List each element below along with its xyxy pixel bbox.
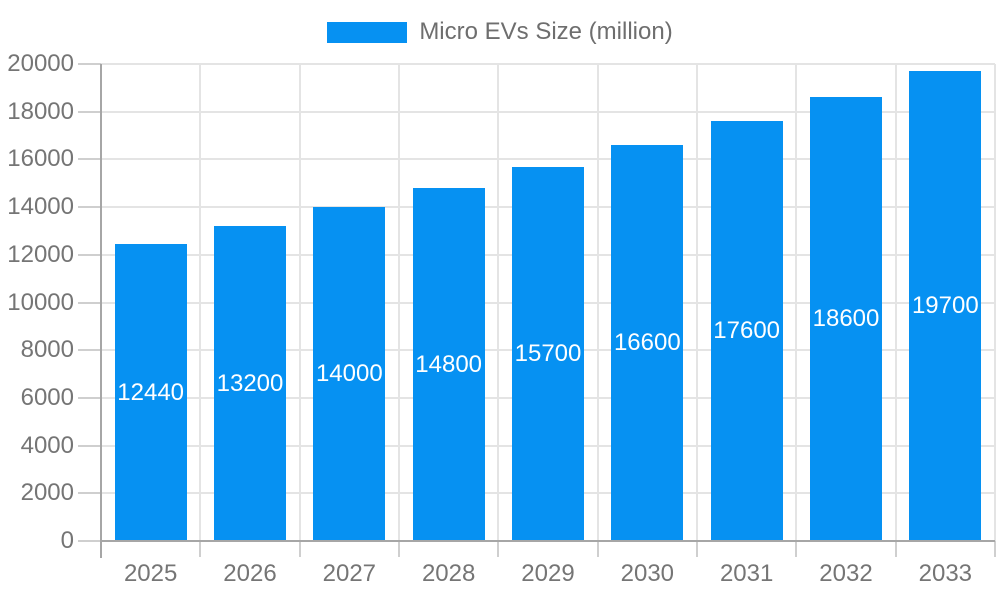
bar[interactable] (512, 166, 584, 540)
bar[interactable] (810, 97, 882, 540)
bar[interactable] (114, 244, 187, 540)
y-axis-tick (78, 540, 101, 542)
y-axis-tick (78, 206, 101, 209)
legend-swatch (327, 21, 408, 43)
bar[interactable] (214, 226, 286, 540)
bar-value-label: 17600 (713, 317, 781, 345)
x-axis-tick (696, 541, 698, 557)
x-axis-tick (894, 541, 897, 557)
y-axis-tick-label: 12000 (7, 240, 74, 268)
y-axis-tick-label: 4000 (20, 431, 74, 459)
y-axis-tick (78, 301, 101, 304)
grid-line-vertical (894, 64, 897, 541)
grid-line-vertical (199, 64, 202, 541)
x-axis-tick (795, 541, 798, 557)
y-axis-tick (78, 349, 101, 352)
y-axis-tick-label: 16000 (7, 145, 74, 173)
y-axis-tick (78, 444, 101, 447)
y-axis-tick (78, 110, 101, 113)
x-axis-line (100, 540, 995, 542)
y-axis-tick (78, 396, 101, 399)
bar[interactable] (710, 121, 783, 540)
y-axis-tick-label: 6000 (20, 383, 74, 411)
grid-line-vertical (994, 64, 996, 541)
legend-item[interactable]: Micro EVs Size (million) (0, 18, 1000, 46)
y-axis-tick (78, 158, 101, 161)
y-axis-tick-label: 2000 (20, 479, 74, 507)
bar-value-label: 14800 (415, 350, 483, 378)
x-axis-tick (298, 541, 301, 557)
bar-value-label: 18600 (812, 305, 880, 333)
y-axis-tick-label: 14000 (7, 193, 74, 221)
grid-line-vertical (298, 64, 301, 541)
x-axis-tick (994, 541, 996, 557)
grid-line-horizontal (101, 158, 995, 161)
y-axis-tick (78, 63, 101, 65)
bar-value-label: 13200 (216, 369, 284, 397)
bar-value-label: 12440 (117, 378, 185, 406)
x-axis-tick-label: 2030 (620, 560, 675, 587)
grid-line-vertical (795, 64, 798, 541)
x-axis-tick-label: 2028 (421, 560, 476, 587)
y-axis-tick-label: 20000 (7, 50, 74, 77)
bar[interactable] (611, 145, 684, 540)
bar[interactable] (412, 188, 485, 540)
grid-line-horizontal (101, 63, 995, 65)
x-axis-tick (199, 541, 202, 557)
x-axis-tick (497, 541, 500, 557)
bar[interactable] (313, 207, 386, 540)
y-axis-tick-label: 0 (60, 527, 74, 554)
bar-value-label: 15700 (514, 339, 582, 367)
y-axis-tick-label: 18000 (7, 97, 74, 125)
x-axis-tick-label: 2027 (322, 560, 377, 587)
bar-value-label: 14000 (315, 360, 383, 388)
grid-line-vertical (596, 64, 599, 541)
x-axis-tick (596, 541, 599, 557)
grid-line-vertical (696, 64, 698, 541)
x-axis-tick-label: 2031 (719, 560, 774, 587)
bar-value-label: 16600 (613, 329, 681, 357)
grid-line-horizontal (101, 110, 995, 113)
grid-line-vertical (497, 64, 500, 541)
x-axis-tick-label: 2025 (123, 560, 178, 587)
x-axis-tick-label: 2032 (819, 560, 873, 587)
y-axis-tick-label: 8000 (20, 336, 74, 364)
bar-value-label: 19700 (911, 292, 979, 320)
x-axis-tick (398, 541, 400, 557)
y-axis-tick-label: 10000 (7, 288, 74, 316)
grid-line-vertical (398, 64, 400, 541)
x-axis-tick-label: 2033 (918, 560, 973, 587)
y-axis-tick (78, 492, 101, 495)
y-axis-tick (78, 253, 101, 256)
bar[interactable] (909, 71, 982, 540)
y-axis-line (100, 64, 102, 558)
x-axis-tick-label: 2026 (223, 560, 277, 587)
legend-label: Micro EVs Size (million) (419, 18, 673, 45)
x-axis-tick-label: 2029 (521, 560, 575, 587)
